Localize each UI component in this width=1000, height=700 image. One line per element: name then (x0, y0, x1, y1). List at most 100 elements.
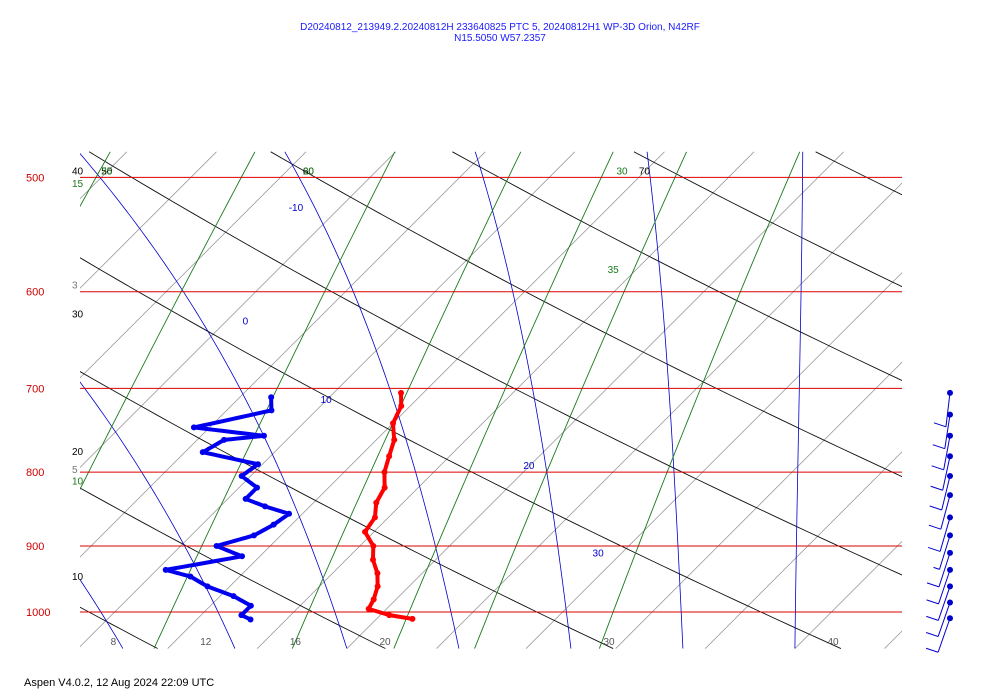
isotherm-line (80, 151, 307, 379)
isotherm-line (436, 182, 902, 649)
dewpoint-profile-point (247, 602, 254, 609)
wind-barb-staff (937, 618, 951, 653)
wind-barb (926, 566, 953, 605)
temperature-profile-point (386, 453, 393, 460)
mixing-ratio-line (80, 151, 256, 491)
dewpoint-profile-point (199, 449, 206, 456)
isotherm-line (974, 152, 1000, 649)
moist-adiabat-line (646, 151, 684, 649)
pressure-label-700: 700 (26, 383, 44, 395)
moist-adiabat-label: 0 (243, 316, 249, 327)
dewpoint-profile-point (220, 436, 227, 443)
temperature-profile-point (381, 484, 388, 491)
dewpoint-profile-point (230, 593, 237, 600)
wind-barb (931, 432, 953, 471)
wind-barb (926, 583, 953, 621)
isotherm-edge-label: 5 (72, 465, 78, 476)
pressure-label-800: 800 (26, 467, 44, 479)
dry-adiabat-label: 50 (101, 166, 113, 177)
wind-barb-flag (926, 582, 940, 588)
dry-adiabat-label: 40 (72, 166, 84, 177)
temperature-profile-point (374, 583, 381, 590)
isotherm-line (80, 151, 486, 558)
temperature-profile-point (370, 596, 377, 603)
dewpoint-profile-point (238, 472, 245, 479)
moist-adiabat-label: 30 (593, 549, 605, 560)
wind-barb-flag (931, 465, 944, 471)
pressure-label-1000: 1000 (26, 607, 50, 619)
wind-barb-dot (947, 566, 953, 573)
background-lines (0, 151, 1000, 649)
isotherm-line (257, 151, 755, 649)
wind-barb (932, 411, 953, 450)
dewpoint-profile-point (268, 407, 275, 414)
moist-adiabat-line (80, 152, 348, 649)
dewpoint-profile-point (238, 612, 245, 619)
temperature-label-40: 40 (827, 637, 839, 648)
temperature-profile-point (371, 514, 378, 521)
dewpoint-profile-point (190, 424, 197, 431)
wind-barb-dot (947, 432, 953, 439)
temperature-label-12: 12 (200, 637, 212, 648)
dewpoint-profile-point (247, 616, 254, 623)
wind-barb-dot (947, 492, 953, 499)
mixing-ratio-line (474, 151, 687, 649)
temperature-label-30: 30 (603, 637, 615, 648)
mixing-ratio-label: 30 (616, 166, 628, 177)
mixing-ratio-label: 20 (303, 166, 315, 177)
dry-adiabat-line (815, 151, 902, 196)
wind-barb (933, 532, 953, 570)
dry-adiabat-label: 10 (72, 572, 84, 583)
temperature-profile-line (363, 390, 415, 621)
wind-barb-flag (933, 422, 947, 428)
wind-barb-staff (941, 475, 951, 511)
moist-adiabat-line (474, 151, 572, 649)
wind-barb-dot (947, 532, 953, 539)
diagram-labels: 500 600 700 800 900 1000 8 12 16 20 30 40 -10 0 10 20 30… (26, 166, 839, 648)
temperature-profile-point (373, 499, 380, 506)
wind-barb-flag (925, 632, 939, 637)
dewpoint-profile-point (250, 532, 257, 539)
moist-adiabat-line (284, 151, 460, 649)
dewpoint-profile-point (270, 521, 277, 528)
dewpoint-profile-point (204, 583, 211, 590)
isotherm-line (346, 151, 844, 649)
dewpoint-profile-point (162, 566, 169, 573)
dry-adiabat-label: 30 (72, 309, 84, 320)
wind-barb-dot (947, 411, 953, 418)
temperature-profile-point (374, 570, 381, 577)
isotherm-line (794, 540, 902, 649)
temperature-profile-point (365, 605, 372, 612)
isotherm-line (80, 151, 217, 289)
wind-barb-staff (938, 552, 951, 588)
isotherm-line (80, 151, 396, 469)
wind-barb-half-flag (933, 566, 940, 570)
mixing-ratio-label: 15 (72, 179, 84, 190)
wind-barb-staff (939, 535, 951, 570)
temperature-profile-point (390, 420, 397, 427)
dewpoint-profile-point (260, 432, 267, 439)
wind-barb-flag (927, 546, 941, 552)
isotherm-line (0, 152, 37, 649)
mixing-ratio-line (598, 151, 801, 649)
wind-barb-dot (947, 389, 953, 396)
wind-barb-staff (943, 435, 951, 470)
dry-adiabat-line (80, 371, 614, 649)
dewpoint-profile-point (239, 553, 246, 560)
wind-barb-flag (929, 505, 942, 511)
wind-barb-dot (947, 514, 953, 521)
dry-adiabat-line (80, 487, 386, 649)
wind-barb (933, 389, 953, 428)
pressure-label-500: 500 (26, 172, 44, 184)
temperature-profile-point (386, 612, 393, 619)
dry-adiabat-label: 60 (303, 166, 315, 177)
mixing-ratio-line (393, 151, 614, 649)
moist-adiabat-label: 10 (321, 395, 333, 406)
mixing-ratio-label: 10 (72, 477, 84, 488)
wind-barb-staff (940, 495, 951, 530)
wind-barb-flag (925, 647, 939, 653)
dewpoint-profile-point (242, 495, 249, 502)
wind-barb-dot (947, 472, 953, 479)
dewpoint-profile-point (262, 503, 269, 510)
temperature-label-20: 20 (379, 637, 391, 648)
